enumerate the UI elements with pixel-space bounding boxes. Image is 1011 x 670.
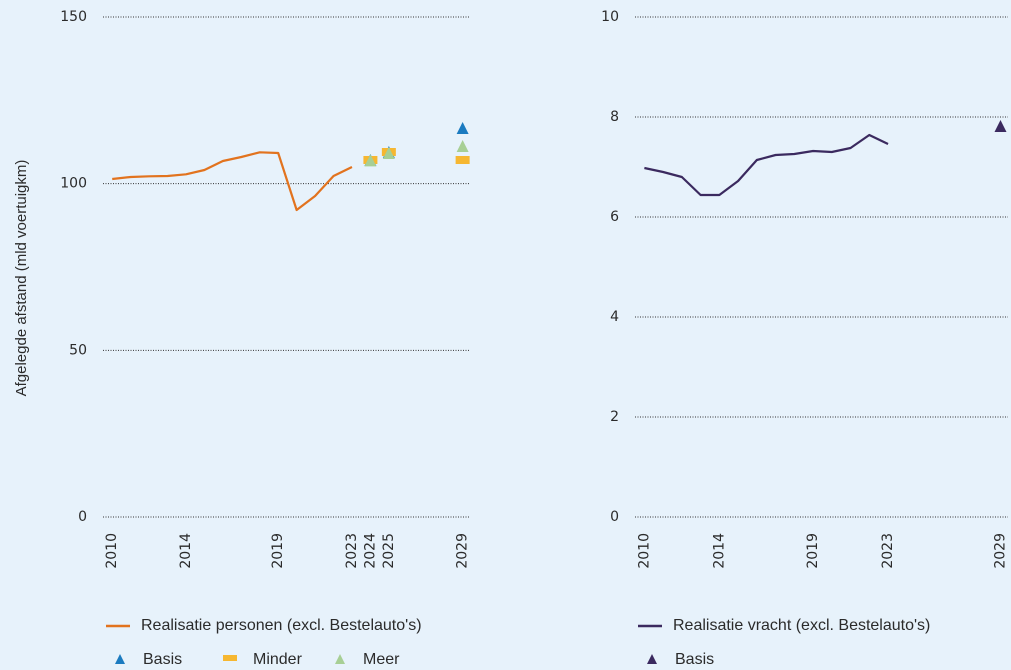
legend-swatch bbox=[223, 655, 237, 661]
legend-label: Minder bbox=[253, 651, 303, 668]
y-tick-label: 4 bbox=[610, 309, 619, 325]
x-tick-label: 2010 bbox=[104, 533, 120, 569]
x-tick-label: 2023 bbox=[344, 533, 360, 569]
y-tick-label: 150 bbox=[60, 9, 87, 25]
x-tick-label: 2025 bbox=[381, 533, 397, 569]
marker bbox=[456, 122, 469, 134]
legend-swatch bbox=[335, 654, 345, 664]
legend-label: Basis bbox=[675, 651, 714, 668]
marker bbox=[382, 147, 395, 159]
x-tick-label: 2023 bbox=[880, 533, 896, 569]
legend-swatch bbox=[115, 654, 125, 664]
y-tick-label: 8 bbox=[610, 109, 619, 125]
y-tick-label: 50 bbox=[69, 342, 87, 358]
x-tick-label: 2019 bbox=[805, 533, 821, 569]
x-tick-label: 2010 bbox=[636, 533, 652, 569]
legend-label: Basis bbox=[143, 651, 182, 668]
line bbox=[644, 133, 889, 197]
y-tick-label: 100 bbox=[60, 176, 87, 192]
x-tick-label: 2014 bbox=[178, 533, 194, 569]
legend-label: Realisatie vracht (excl. Bestelauto's) bbox=[673, 617, 930, 634]
marker bbox=[455, 156, 470, 164]
legend-swatch bbox=[647, 654, 657, 664]
marker bbox=[456, 140, 469, 152]
y-tick-label: 0 bbox=[610, 509, 619, 525]
marker bbox=[364, 154, 377, 167]
x-tick-label: 2019 bbox=[270, 533, 286, 569]
y-tick-label: 6 bbox=[610, 209, 619, 225]
y-axis-label: Afgelegde afstand (mld voertuigkm) bbox=[13, 160, 30, 397]
x-tick-label: 2024 bbox=[362, 533, 378, 569]
y-tick-label: 10 bbox=[601, 9, 619, 25]
marker bbox=[994, 120, 1007, 132]
x-tick-label: 2029 bbox=[993, 533, 1009, 569]
y-tick-label: 2 bbox=[610, 409, 619, 425]
legend-label: Realisatie personen (excl. Bestelauto's) bbox=[141, 617, 422, 634]
y-tick-label: 0 bbox=[78, 509, 87, 525]
x-tick-label: 2014 bbox=[711, 533, 727, 569]
legend-label: Meer bbox=[363, 651, 400, 668]
x-tick-label: 2029 bbox=[455, 533, 471, 569]
line bbox=[112, 151, 353, 212]
